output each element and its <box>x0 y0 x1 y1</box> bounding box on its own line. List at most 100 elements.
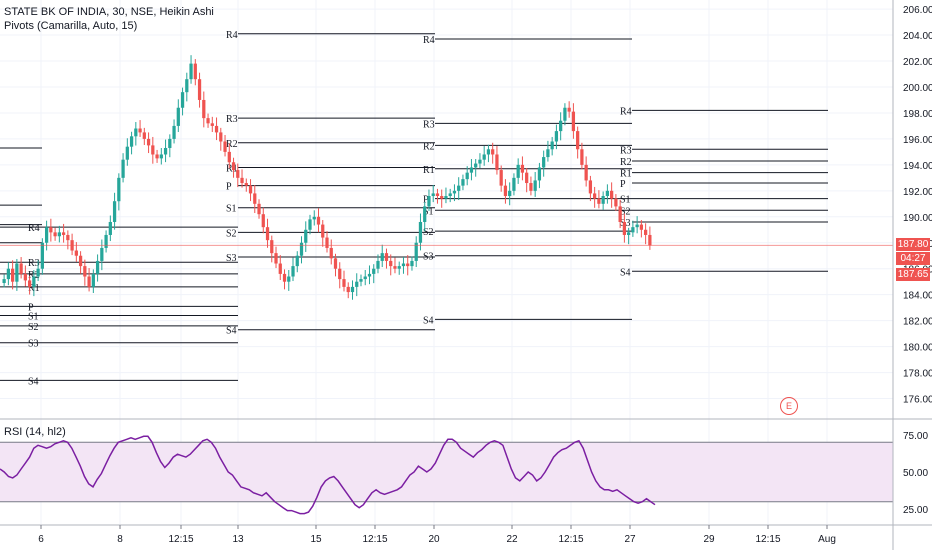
candle-body <box>312 216 316 220</box>
candle-body <box>457 185 461 191</box>
pivot-label: S2 <box>620 206 631 217</box>
candle-body <box>108 221 112 235</box>
y-tick-label: 180.00 <box>903 343 932 354</box>
candle-body <box>248 185 253 194</box>
candle-body <box>597 198 601 204</box>
candle-body <box>410 260 414 267</box>
candle-body <box>210 123 214 126</box>
candle-body <box>244 183 248 186</box>
candle-body <box>605 190 610 197</box>
rsi-indicator-title: RSI (14, hl2) <box>4 426 66 438</box>
x-tick-label: 27 <box>624 534 636 545</box>
candle-body <box>142 132 146 139</box>
candle-body <box>2 279 6 283</box>
x-tick-label: 20 <box>428 534 440 545</box>
pivot-label: P <box>620 179 626 190</box>
pivot-label: S3 <box>28 339 39 350</box>
y-tick-label: 182.00 <box>903 317 932 328</box>
candle-body <box>78 255 83 267</box>
pivot-label: S1 <box>620 195 631 206</box>
pivot-label: R2 <box>423 141 435 152</box>
candle-body <box>529 183 533 191</box>
candle-body <box>121 159 125 178</box>
rsi-tick-label: 75.00 <box>903 431 928 442</box>
pivot-label: R4 <box>620 106 632 117</box>
candle-body <box>350 286 355 293</box>
pivot-label: S4 <box>620 267 631 278</box>
candle-body <box>134 128 138 137</box>
rsi-band <box>0 442 893 502</box>
candle-body <box>231 162 236 171</box>
pivot-label: S4 <box>226 326 237 337</box>
x-tick-label: 15 <box>310 534 322 545</box>
candle-body <box>414 242 418 261</box>
candle-body <box>355 281 359 287</box>
candle-body <box>401 263 406 267</box>
pivot-label: R4 <box>28 223 40 234</box>
candle-body <box>57 232 61 237</box>
candle-body <box>512 177 516 191</box>
y-tick-label: 206.00 <box>903 5 932 16</box>
candle-body <box>219 132 223 142</box>
candle-body <box>15 263 19 282</box>
candle-body <box>270 240 274 254</box>
last-price-tag: 187.80 <box>896 238 930 252</box>
candle-body <box>287 276 291 282</box>
candle-body <box>325 237 329 248</box>
legend: STATE BK OF INDIA, 30, NSE, Heikin Ashi … <box>4 5 214 33</box>
candle-body <box>316 216 321 225</box>
candle-body <box>593 193 597 199</box>
candle-body <box>342 279 346 287</box>
candle-body <box>197 79 202 100</box>
candle-body <box>61 232 66 235</box>
candle-body <box>91 273 95 287</box>
candle-body <box>168 138 172 148</box>
candle-body <box>550 141 554 150</box>
candle-body <box>159 154 163 159</box>
candle-body <box>639 224 644 230</box>
candle-body <box>648 234 652 246</box>
candle-body <box>465 172 469 180</box>
candle-body <box>418 221 423 243</box>
candle-body <box>499 170 503 186</box>
x-tick-label: 12:15 <box>558 534 583 545</box>
candle-body <box>83 266 87 277</box>
candle-body <box>571 111 576 132</box>
pivot-label: R2 <box>620 157 632 168</box>
x-tick-label: 12:15 <box>168 534 193 545</box>
pivot-label: P <box>423 195 429 206</box>
candle-body <box>146 138 151 146</box>
y-tick-label: 196.00 <box>903 135 932 146</box>
candle-body <box>138 128 142 133</box>
x-tick-label: 8 <box>117 534 123 545</box>
pivot-label: P <box>28 302 34 313</box>
candle-body <box>397 266 401 269</box>
candle-body <box>257 203 261 215</box>
candle-body <box>533 180 537 191</box>
pivot-label: S2 <box>226 228 237 239</box>
candle-body <box>478 159 482 164</box>
y-tick-label: 202.00 <box>903 57 932 68</box>
candle-body <box>253 193 257 204</box>
candle-body <box>503 185 508 197</box>
candle-body <box>614 198 618 207</box>
candle-body <box>295 255 299 267</box>
candle-body <box>363 276 367 280</box>
candle-body <box>66 234 70 241</box>
candle-body <box>129 136 134 147</box>
rsi-line <box>0 435 656 515</box>
rsi-pane <box>0 435 893 515</box>
candle-body <box>546 149 550 158</box>
candle-body <box>537 167 542 181</box>
candle-body <box>469 167 474 173</box>
candle-body <box>567 107 571 112</box>
candle-body <box>193 63 197 80</box>
pivot-label: S2 <box>28 322 39 333</box>
earnings-event-icon[interactable]: E <box>780 397 798 415</box>
candle-body <box>627 232 631 235</box>
candle-body <box>202 99 206 119</box>
pivot-label: R1 <box>226 163 238 174</box>
candle-body <box>44 227 49 243</box>
candle-body <box>559 120 563 132</box>
candle-body <box>53 232 57 237</box>
